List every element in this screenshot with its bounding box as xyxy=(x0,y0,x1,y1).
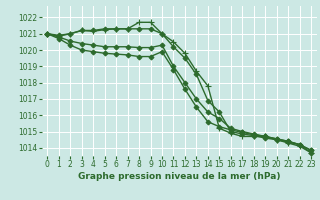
X-axis label: Graphe pression niveau de la mer (hPa): Graphe pression niveau de la mer (hPa) xyxy=(78,172,280,181)
